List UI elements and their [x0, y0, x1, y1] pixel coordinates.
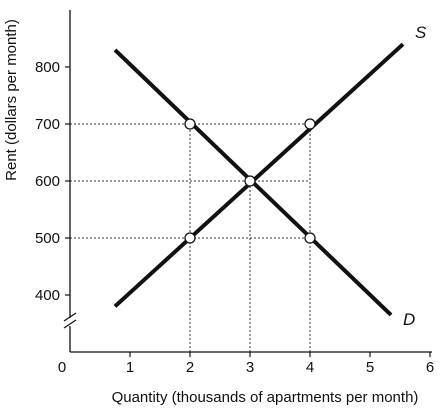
x-tick-label: 0 [58, 359, 66, 376]
axis-break-mark [63, 312, 77, 322]
x-tick-label: 3 [246, 359, 254, 376]
x-tick-label: 1 [126, 359, 134, 376]
curve-s [113, 42, 405, 308]
marked-points [184, 118, 316, 244]
curves [113, 42, 405, 317]
x-tick-label: 6 [426, 359, 434, 376]
marked-point [244, 175, 256, 187]
curve-label-s: S [415, 23, 427, 42]
x-axis-title: Quantity (thousands of apartments per mo… [112, 389, 419, 406]
y-axis-title: Rent (dollars per month) [3, 19, 20, 181]
marked-point [304, 232, 316, 244]
axis-break-mark [63, 319, 77, 329]
axis-break-gap [65, 318, 75, 326]
labels: 0 1 2 3 4 5 6 400 500 600 700 800 Quantity (thousand… [3, 19, 434, 406]
y-tick-label: 800 [35, 59, 60, 76]
x-tick-label: 5 [366, 359, 374, 376]
marked-point [184, 232, 196, 244]
axes [63, 10, 432, 357]
marked-point [304, 118, 316, 130]
y-tick-label: 400 [35, 287, 60, 304]
curve-label-d: D [403, 310, 415, 329]
x-tick-label: 4 [306, 359, 314, 376]
y-tick-label: 500 [35, 230, 60, 247]
y-tick-label: 700 [35, 116, 60, 133]
y-tick-label: 600 [35, 173, 60, 190]
x-tick-label: 2 [186, 359, 194, 376]
marked-point [184, 118, 196, 130]
